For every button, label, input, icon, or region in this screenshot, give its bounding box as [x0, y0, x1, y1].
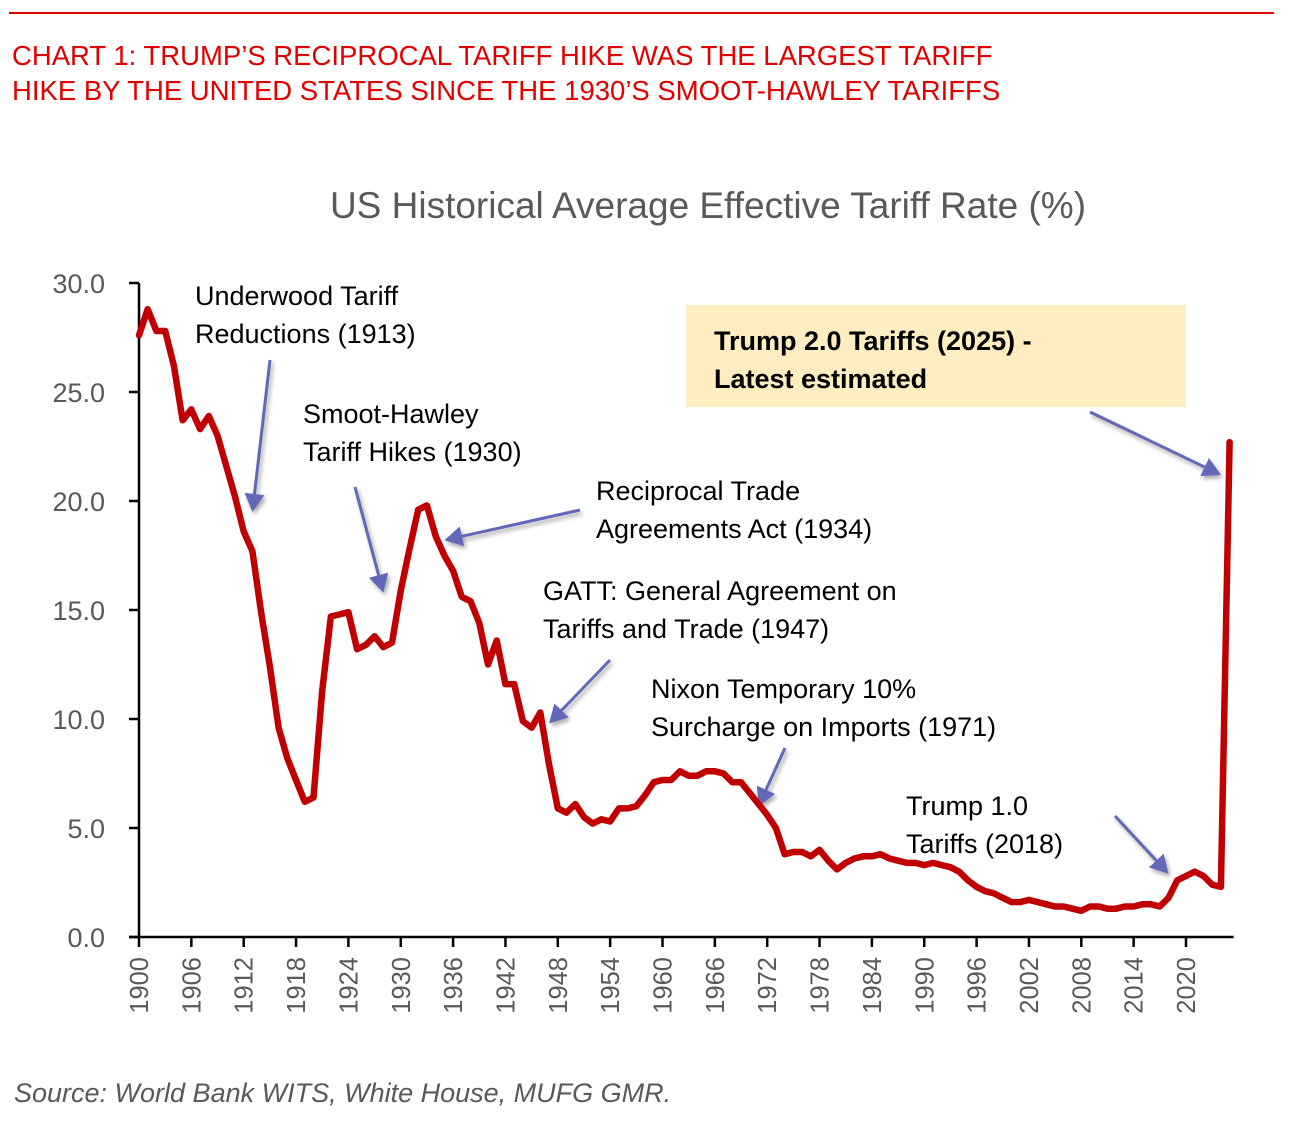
- annotation-text: GATT: General Agreement on: [543, 576, 897, 606]
- annotation-layer: Underwood Tariff Reductions (1913) Smoot-H…: [195, 281, 1221, 874]
- headline-line-1: CHART 1: TRUMP’S RECIPROCAL TARIFF HIKE …: [12, 40, 993, 71]
- y-tick-label: 10.0: [52, 705, 105, 735]
- annotation-arrow: [549, 658, 612, 724]
- x-tick-label: 1996: [964, 957, 992, 1014]
- arrow-head: [368, 572, 389, 593]
- annotation-text: Nixon Temporary 10%: [651, 674, 916, 704]
- y-tick-label: 25.0: [52, 378, 105, 408]
- arrow-head: [549, 703, 569, 724]
- annotation-arrow: [444, 508, 581, 547]
- annotation-underwood: Underwood Tariff Reductions (1913): [195, 281, 416, 512]
- x-tick-label: 1990: [911, 957, 939, 1014]
- series-line: [135, 305, 1233, 915]
- x-tick-label: 1912: [231, 957, 259, 1014]
- annotation-arrow: [244, 359, 272, 512]
- arrow-head: [244, 492, 265, 512]
- annotation-trump2: Trump 2.0 Tariffs (2025) - Latest estimat…: [686, 305, 1221, 477]
- arrow-head: [756, 785, 776, 807]
- arrow-head: [1148, 853, 1169, 874]
- annotation-arrow: [1089, 410, 1221, 477]
- annotation-text: Smoot-Hawley: [303, 399, 479, 429]
- annotation-trump1: Trump 1.0 Tariffs (2018): [906, 791, 1169, 874]
- x-tick-label: 1960: [650, 957, 678, 1014]
- arrow-shaft: [560, 658, 612, 712]
- annotation-text: Underwood Tariff: [195, 281, 399, 311]
- y-tick-label: 20.0: [52, 487, 105, 517]
- annotation-text: Surcharge on Imports (1971): [651, 712, 996, 742]
- x-tick-label: 1948: [545, 957, 573, 1014]
- annotation-arrow: [353, 486, 389, 593]
- top-rule: [9, 12, 1274, 14]
- headline: CHART 1: TRUMP’S RECIPROCAL TARIFF HIKE …: [12, 38, 1282, 108]
- annotation-text: Tariffs (2018): [906, 829, 1063, 859]
- annotation-text: Reductions (1913): [195, 319, 416, 349]
- arrow-head: [444, 526, 465, 547]
- x-tick-label: 1978: [807, 957, 835, 1014]
- annotation-text: Trump 1.0: [906, 791, 1028, 821]
- annotation-smoot-hawley: Smoot-Hawley Tariff Hikes (1930): [303, 399, 522, 593]
- y-axis: 0.0 5.0 10.0 15.0 20.0 25.0 30.0: [52, 269, 141, 953]
- x-tick-label: 2014: [1121, 957, 1149, 1014]
- series-layer: [135, 305, 1233, 915]
- arrow-shaft: [253, 359, 272, 495]
- y-tick-label: 5.0: [67, 814, 105, 844]
- arrow-head: [1200, 458, 1221, 477]
- headline-line-2: HIKE BY THE UNITED STATES SINCE THE 1930…: [12, 75, 1001, 106]
- x-tick-label: 1966: [702, 957, 730, 1014]
- annotation-nixon: Nixon Temporary 10% Surcharge on Imports …: [651, 674, 996, 807]
- y-tick-label: 0.0: [67, 923, 105, 953]
- y-tick-label: 30.0: [52, 269, 105, 299]
- arrow-shaft: [353, 486, 381, 576]
- x-tick-label: 1942: [492, 957, 520, 1014]
- annotation-text: Agreements Act (1934): [596, 514, 872, 544]
- arrow-shaft: [461, 508, 581, 538]
- x-tick-label: 1918: [283, 957, 311, 1014]
- annotation-text: Tariff Hikes (1930): [303, 437, 522, 467]
- y-tick-label: 15.0: [52, 596, 105, 626]
- x-tick-label: 1906: [178, 957, 206, 1014]
- x-tick-label: 1936: [440, 957, 468, 1014]
- annotation-rtaa: Reciprocal Trade Agreements Act (1934): [444, 476, 872, 547]
- arrow-shaft: [1089, 410, 1206, 469]
- annotation-text: Tariffs and Trade (1947): [543, 614, 829, 644]
- annotation-gatt: GATT: General Agreement on Tariffs and Tr…: [543, 576, 897, 724]
- x-tick-label: 1930: [388, 957, 416, 1014]
- annotation-arrow: [756, 747, 787, 807]
- x-tick-label: 1972: [754, 957, 782, 1014]
- x-tick-label: 2008: [1068, 957, 1096, 1014]
- chart-title: US Historical Average Effective Tariff R…: [330, 185, 1086, 226]
- annotation-text: Trump 2.0 Tariffs (2025) -: [714, 326, 1032, 356]
- x-tick-label: 1924: [335, 957, 363, 1014]
- annotation-text: Reciprocal Trade: [596, 476, 800, 506]
- x-tick-label: 2002: [1016, 957, 1044, 1014]
- x-tick-label: 2020: [1173, 957, 1201, 1014]
- annotation-arrow: [1113, 814, 1169, 874]
- x-tick-label: 1984: [859, 957, 887, 1014]
- arrow-shaft: [1113, 814, 1158, 862]
- source-note: Source: World Bank WITS, White House, MU…: [14, 1078, 672, 1108]
- arrow-shaft: [764, 747, 787, 791]
- x-axis: 1900 1906 1912 1918 1924 1930 1936 1942 1948 1954…: [126, 935, 1234, 1014]
- annotation-box: [686, 305, 1186, 407]
- x-tick-label: 1954: [597, 957, 625, 1014]
- annotation-text: Latest estimated: [714, 364, 927, 394]
- x-tick-label: 1900: [126, 957, 154, 1014]
